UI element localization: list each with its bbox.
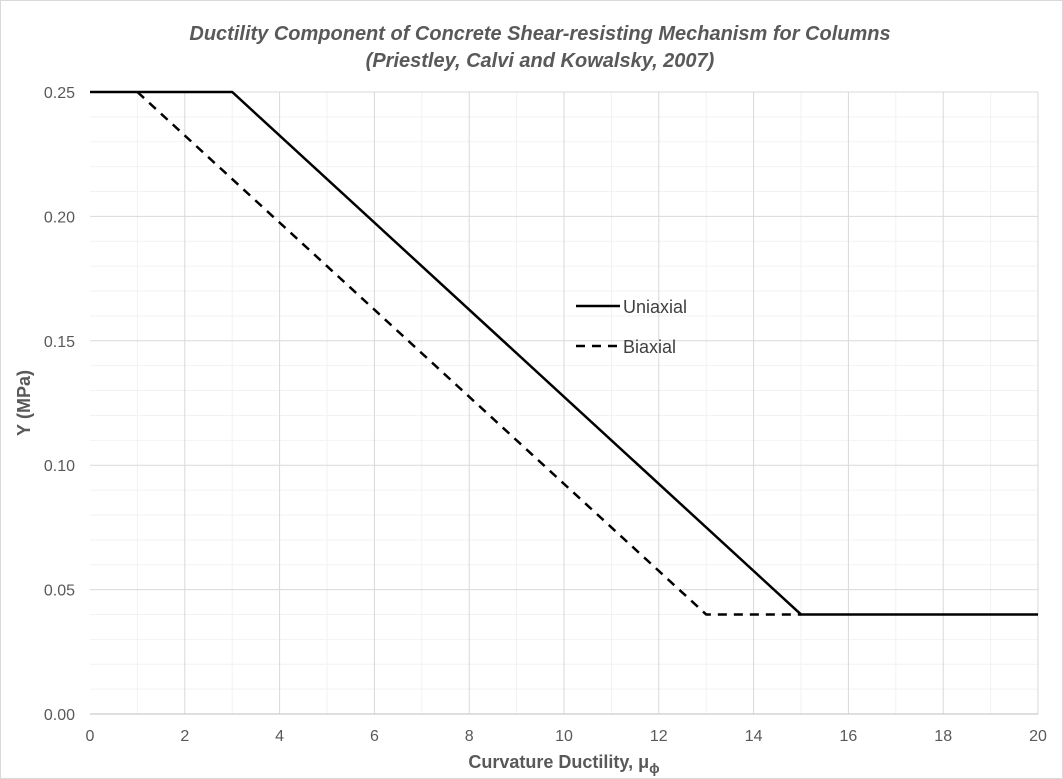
x-tick-label: 10 xyxy=(555,728,573,745)
legend-label-uniaxial: Uniaxial xyxy=(623,297,687,317)
x-axis-label-subscript: ϕ xyxy=(649,760,660,776)
x-tick-label: 18 xyxy=(934,728,952,745)
x-tick-label: 2 xyxy=(180,728,189,745)
y-tick-label: 0.10 xyxy=(44,458,75,475)
series-line-uniaxial xyxy=(90,90,1038,616)
x-tick-label: 20 xyxy=(1029,728,1047,745)
x-axis-label-main: Curvature Ductility, μ xyxy=(468,752,649,772)
x-tick-label: 14 xyxy=(745,728,763,745)
x-tick-label: 16 xyxy=(840,728,858,745)
x-tick-label: 0 xyxy=(86,728,95,745)
chart-subtitle: (Priestley, Calvi and Kowalsky, 2007) xyxy=(366,50,715,72)
legend-label-biaxial: Biaxial xyxy=(623,337,676,357)
x-tick-label: 8 xyxy=(465,728,474,745)
series-lines xyxy=(90,90,1038,616)
y-tick-label: 0.25 xyxy=(44,85,75,102)
x-tick-label: 6 xyxy=(370,728,379,745)
y-tick-label: 0.05 xyxy=(44,583,75,600)
x-tick-label: 12 xyxy=(650,728,668,745)
y-tick-label: 0.20 xyxy=(44,209,75,226)
y-tick-label: 0.00 xyxy=(44,707,75,724)
y-tick-label: 0.15 xyxy=(44,334,75,351)
chart-title: Ductility Component of Concrete Shear-re… xyxy=(189,23,890,45)
y-axis-label: Υ (MPa) xyxy=(14,370,34,436)
y-axis-ticks: 0.00 0.05 0.10 0.15 0.20 0.25 xyxy=(44,85,75,724)
x-tick-label: 4 xyxy=(275,728,284,745)
major-gridlines xyxy=(90,91,1039,714)
x-axis-ticks: 0 2 4 6 8 10 12 14 16 18 20 xyxy=(86,728,1047,745)
x-axis-label: Curvature Ductility, μϕ xyxy=(468,752,659,776)
legend: Uniaxial Biaxial xyxy=(576,297,687,357)
series-line-biaxial xyxy=(136,91,801,616)
